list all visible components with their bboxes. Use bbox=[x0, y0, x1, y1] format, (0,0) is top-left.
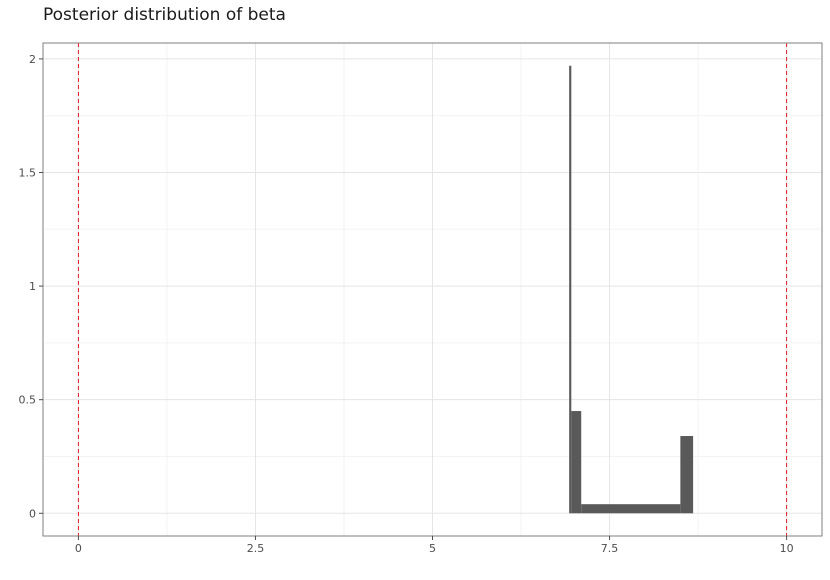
chart-title: Posterior distribution of beta bbox=[43, 5, 286, 25]
x-axis: 0 2.5 5 7.5 10 bbox=[75, 536, 794, 555]
y-tick-label: 1 bbox=[29, 280, 36, 293]
x-tick-label: 2.5 bbox=[247, 542, 265, 555]
histogram-bar bbox=[571, 411, 582, 514]
x-tick-label: 0 bbox=[75, 542, 82, 555]
x-tick-label: 7.5 bbox=[601, 542, 619, 555]
histogram-bar bbox=[569, 65, 572, 514]
x-tick-label: 10 bbox=[780, 542, 794, 555]
major-gridlines bbox=[43, 43, 822, 536]
histogram-bars bbox=[569, 65, 694, 514]
histogram-bar bbox=[680, 436, 694, 514]
reference-lines bbox=[77, 43, 788, 536]
y-tick-label: 0.5 bbox=[19, 394, 37, 407]
y-axis: 0 0.5 1 1.5 2 bbox=[19, 53, 43, 520]
x-tick-label: 5 bbox=[429, 542, 436, 555]
histogram-bar bbox=[581, 504, 681, 514]
y-tick-label: 0 bbox=[29, 507, 36, 520]
y-tick-label: 2 bbox=[29, 53, 36, 66]
y-tick-label: 1.5 bbox=[19, 166, 37, 179]
